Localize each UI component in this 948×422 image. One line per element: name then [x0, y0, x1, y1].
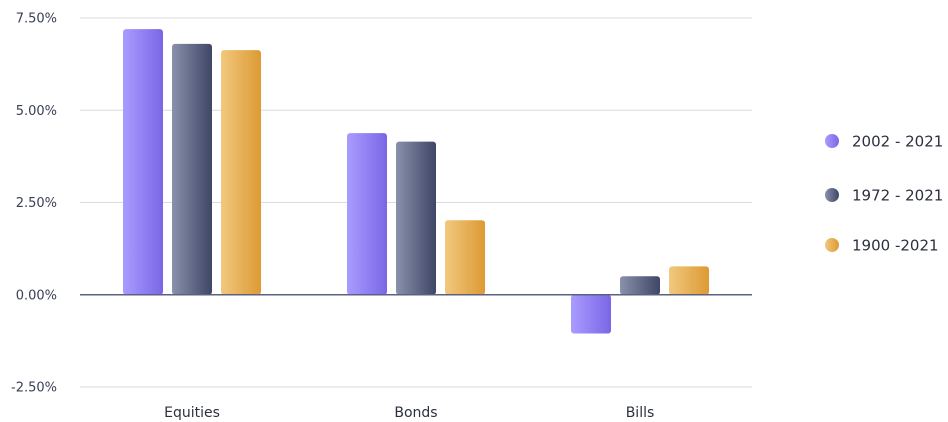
bar-bonds-series-2 [396, 141, 436, 295]
y-axis-ticks: 7.50% 5.00% 2.50% 0.00% -2.50% [11, 12, 57, 396]
legend-marker [825, 238, 839, 252]
legend-label: 1900 -2021 [852, 237, 939, 255]
y-tick-label: 7.50% [16, 12, 57, 27]
bar-bonds-series-1 [347, 133, 387, 295]
x-category-label: Bonds [394, 405, 437, 421]
bar-equities-series-3 [221, 50, 261, 295]
y-tick-label: 5.00% [16, 104, 57, 119]
bar-bills-series-2 [620, 276, 660, 295]
bar-equities-series-1 [123, 29, 163, 295]
bar-equities-series-2 [172, 43, 212, 295]
bars [123, 29, 709, 334]
bar-bonds-series-3 [445, 220, 485, 295]
x-category-label: Bills [626, 405, 655, 421]
legend-marker [825, 134, 839, 148]
bar-bills-series-1 [571, 294, 611, 334]
y-tick-label: 2.50% [16, 196, 57, 211]
x-axis-categories: Equities Bonds Bills [164, 405, 654, 421]
y-tick-label: -2.50% [11, 381, 57, 396]
bar-bills-series-3 [669, 266, 709, 295]
legend: 2002 - 2021 1972 - 2021 1900 -2021 [825, 133, 943, 255]
y-tick-label: 0.00% [16, 288, 57, 303]
legend-label: 1972 - 2021 [852, 187, 943, 205]
legend-label: 2002 - 2021 [852, 133, 943, 151]
x-category-label: Equities [164, 405, 220, 421]
legend-marker [825, 188, 839, 202]
